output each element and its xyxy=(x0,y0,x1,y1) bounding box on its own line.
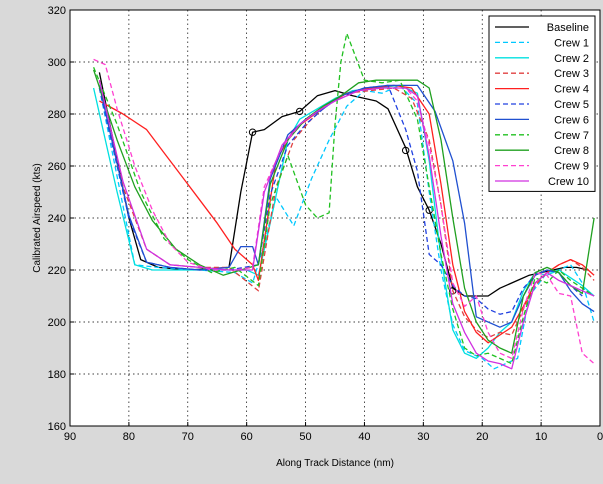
legend-label-baseline: Baseline xyxy=(547,22,589,34)
legend-label-crew-4: Crew 4 xyxy=(554,84,589,96)
legend-label-crew-9: Crew 9 xyxy=(554,161,589,173)
x-tick-label: 0 xyxy=(597,431,603,443)
x-tick-label: 80 xyxy=(123,431,135,443)
y-tick-label: 300 xyxy=(48,57,66,69)
x-tick-label: 60 xyxy=(241,431,253,443)
legend-label-crew-2: Crew 2 xyxy=(554,53,589,65)
series-marker-baseline xyxy=(401,146,410,155)
series-layer xyxy=(92,32,595,370)
series-marker-baseline xyxy=(295,107,304,116)
y-tick-label: 160 xyxy=(48,421,66,433)
series-line-crew-1 xyxy=(98,84,595,370)
series-marker-baseline xyxy=(248,128,257,136)
y-tick-label: 200 xyxy=(48,317,66,329)
y-tick-label: 240 xyxy=(48,213,66,225)
legend-label-crew-1: Crew 1 xyxy=(554,37,589,49)
x-tick-label: 10 xyxy=(535,431,547,443)
legend-label-crew-7: Crew 7 xyxy=(554,130,589,142)
x-tick-label: 70 xyxy=(182,431,194,443)
legend-label-crew-3: Crew 3 xyxy=(554,68,589,80)
legend-label-crew-10: Crew 10 xyxy=(548,176,589,188)
series-line-crew-7 xyxy=(92,32,595,365)
y-tick-label: 180 xyxy=(48,369,66,381)
legend-label-crew-6: Crew 6 xyxy=(554,114,589,126)
x-axis-label: Along Track Distance (nm) xyxy=(276,458,394,469)
x-tick-label: 50 xyxy=(299,431,311,443)
legend-label-crew-5: Crew 5 xyxy=(554,99,589,111)
series-marker-baseline xyxy=(449,287,457,295)
y-tick-label: 260 xyxy=(48,161,66,173)
x-tick-label: 30 xyxy=(417,431,429,443)
series-line-baseline xyxy=(98,72,589,297)
y-axis-label: Calibrated Airspeed (kts) xyxy=(32,163,43,273)
legend: Baseline Crew 1 Crew 2 Crew 3 Crew 4 Crew 5 Cr… xyxy=(488,15,596,192)
x-tick-label: 20 xyxy=(476,431,488,443)
legend-label-crew-8: Crew 8 xyxy=(554,145,589,157)
y-tick-label: 280 xyxy=(48,109,66,121)
series-line-crew-10 xyxy=(98,80,595,370)
series-line-crew-6 xyxy=(98,84,595,328)
axis-ticks: 90 80 70 60 50 40 30 20 10 0 160 180 200 220 240 260 280… xyxy=(48,5,603,443)
x-tick-label: 90 xyxy=(64,431,76,443)
y-tick-label: 320 xyxy=(48,5,66,17)
y-tick-label: 220 xyxy=(48,265,66,277)
x-tick-label: 40 xyxy=(358,431,370,443)
